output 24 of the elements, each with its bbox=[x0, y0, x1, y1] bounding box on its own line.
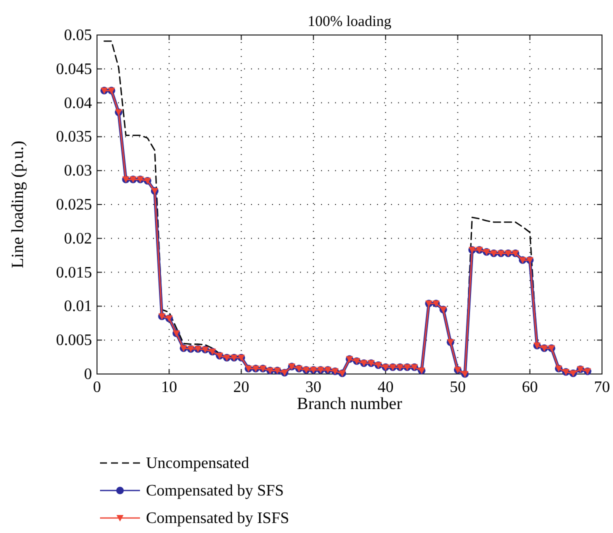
y-tick-label: 0.03 bbox=[64, 162, 92, 180]
x-tick-label: 30 bbox=[305, 379, 322, 396]
x-tick-label: 10 bbox=[161, 379, 178, 396]
y-tick-label: 0.015 bbox=[56, 264, 92, 282]
y-tick-label: 0.035 bbox=[56, 128, 92, 146]
x-tick-label: 50 bbox=[450, 379, 466, 396]
x-axis-title: Branch number bbox=[296, 394, 402, 413]
x-tick-label: 20 bbox=[233, 379, 250, 396]
legend-label: Compensated by SFS bbox=[146, 482, 284, 500]
x-tick-label: 70 bbox=[594, 379, 610, 396]
y-tick-label: 0 bbox=[84, 366, 92, 383]
y-tick-label: 0.01 bbox=[64, 298, 92, 316]
y-tick-label: 0.025 bbox=[56, 196, 92, 214]
y-tick-label: 0.02 bbox=[64, 230, 92, 248]
x-tick-label: 40 bbox=[378, 379, 394, 396]
legend-label: Compensated by ISFS bbox=[146, 510, 290, 527]
y-axis-title: Line loading (p.u.) bbox=[8, 140, 27, 268]
y-tick-label: 0.045 bbox=[56, 60, 92, 78]
legend-label: Uncompensated bbox=[146, 455, 250, 472]
y-tick-label: 0.05 bbox=[64, 27, 92, 44]
y-tick-label: 0.04 bbox=[64, 94, 92, 112]
chart-title: 100% loading bbox=[308, 14, 392, 30]
x-tick-label: 60 bbox=[522, 379, 538, 396]
y-tick-label: 0.005 bbox=[56, 332, 92, 350]
